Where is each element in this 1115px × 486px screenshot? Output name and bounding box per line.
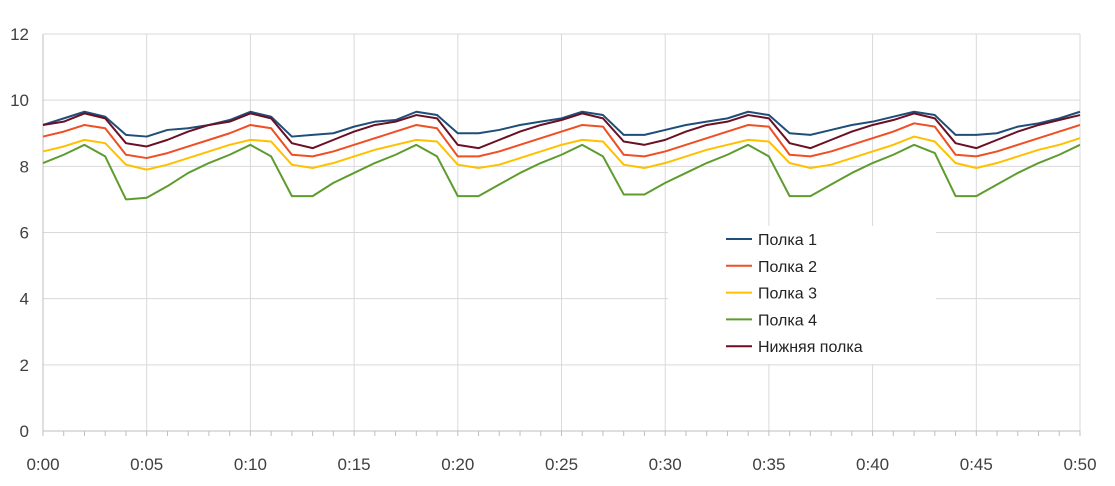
y-tick-label: 6	[20, 224, 29, 243]
legend-entry-label: Нижняя полка	[758, 339, 863, 356]
legend-box	[668, 226, 936, 364]
y-tick-label: 0	[20, 422, 29, 441]
y-tick-label: 4	[20, 290, 29, 309]
x-tick-label: 0:45	[960, 455, 993, 474]
y-tick-label: 2	[20, 356, 29, 375]
series-line-полка-3	[42, 135, 1081, 171]
y-tick-label: 10	[10, 91, 29, 110]
x-tick-label: 0:40	[856, 455, 889, 474]
x-tick-label: 0:00	[26, 455, 59, 474]
series-lines	[42, 110, 1081, 201]
x-tick-label: 0:35	[752, 455, 785, 474]
legend-entry-label: Полка 1	[758, 232, 817, 249]
x-tick-label: 0:05	[130, 455, 163, 474]
x-tick-label: 0:20	[441, 455, 474, 474]
y-tick-label: 12	[10, 25, 29, 44]
series-line-полка-4	[42, 143, 1081, 201]
series-line-полка-2	[42, 122, 1081, 160]
x-tick-label: 0:50	[1063, 455, 1096, 474]
x-tick-label: 0:15	[338, 455, 371, 474]
axes: 0 2 4 6 8 10 12 0:00 0:05 0:10 0:15 0:20 0:25 0:30 0:3…	[10, 25, 1096, 474]
legend-entry-label: Полка 3	[758, 286, 817, 303]
x-tick-label: 0:30	[649, 455, 682, 474]
x-tick-label: 0:10	[234, 455, 267, 474]
series-line-нижняя-полка	[42, 112, 1081, 150]
legend-entry-label: Полка 4	[758, 312, 817, 329]
legend-entry-label: Полка 2	[758, 259, 817, 276]
legend: Полка 1 Полка 2 Полка 3 Полка 4 Нижняя полка	[668, 226, 936, 364]
x-tick-label: 0:25	[545, 455, 578, 474]
y-tick-label: 8	[20, 157, 29, 176]
